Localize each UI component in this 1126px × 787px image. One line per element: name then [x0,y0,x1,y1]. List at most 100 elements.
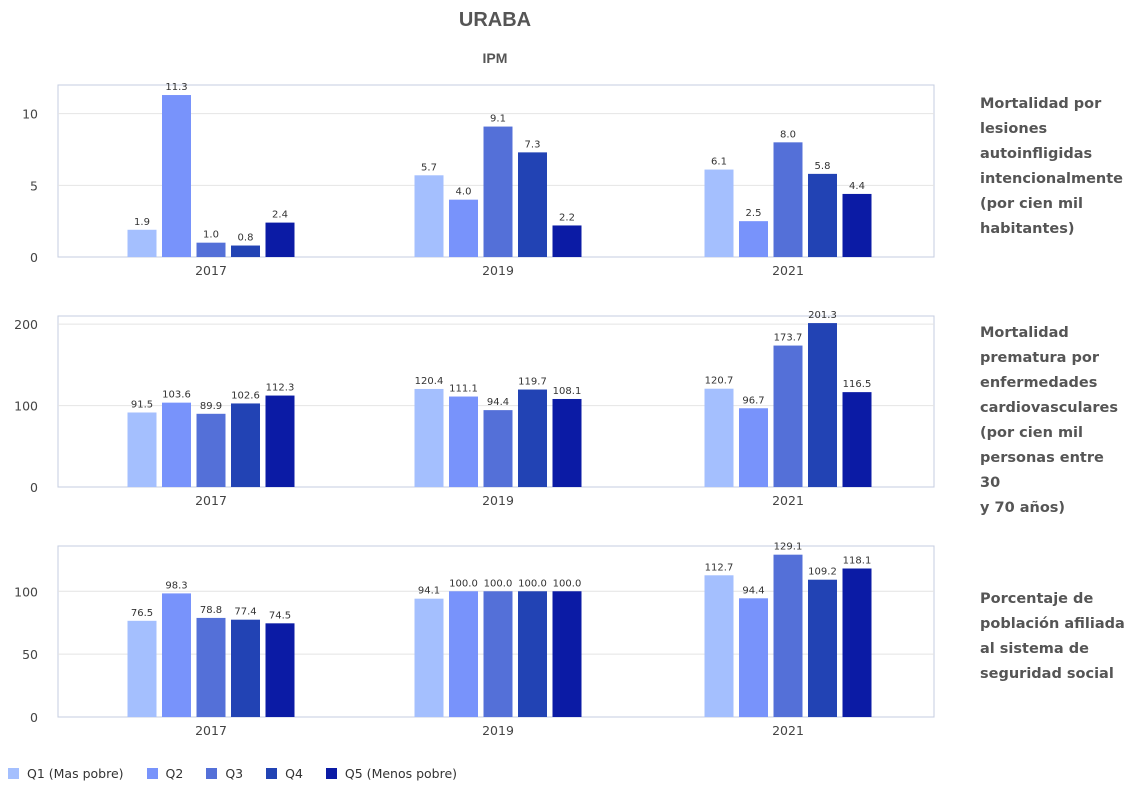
chart-2-data-label: 100.0 [553,578,582,589]
chart-2-bar [265,623,295,717]
chart-1-bar [842,392,872,487]
chart-2-bar [842,568,872,717]
chart-1-bar [196,413,226,487]
chart-2-bar [518,591,547,717]
chart-1-data-label: 96.7 [742,395,764,406]
chart-0-bar [483,126,513,257]
chart-1-data-label: 116.5 [843,379,872,390]
chart-1-ytick-label: 200 [14,317,38,332]
chart-0-data-label: 6.1 [711,157,727,168]
legend-item[interactable]: Q1 (Mas pobre) [8,766,124,781]
legend-item[interactable]: Q2 [146,766,184,781]
chart-1-bar [483,410,513,487]
chart-0-ytick-label: 10 [22,107,38,122]
chart-2-data-label: 94.1 [418,586,440,597]
chart-0-data-label: 0.8 [238,233,254,244]
chart-0-data-label: 8.0 [780,129,796,140]
side-label-line: (por cien mil [980,425,1083,441]
chart-2-data-label: 118.1 [843,556,872,567]
legend-swatch [206,768,218,779]
chart-2-bar [773,554,803,717]
legend-item[interactable]: Q3 [206,766,243,781]
chart-0-data-label: 5.8 [815,161,831,172]
legend-label: Q2 [165,766,184,781]
chart-1-ytick-label: 100 [14,399,38,414]
chart-1-ytick-label: 0 [30,480,38,495]
side-label-2: Porcentaje de población afiliada al sistem… [980,587,1126,687]
legend-label: Q4 [285,766,303,781]
chart-0-data-label: 4.0 [456,187,472,198]
side-label-1: Mortalidad prematura por enfermedades cardi… [980,321,1126,521]
legend-label: Q5 (Menos pobre) [344,766,458,781]
chart-2-ytick-label: 100 [14,584,38,599]
chart-2-bar [449,591,478,717]
chart-1-data-label: 89.9 [200,401,222,412]
chart-2-bar [231,619,260,717]
chart-0-bar [162,95,191,258]
chart-0-bar [231,245,260,257]
chart-0-data-label: 2.5 [746,208,762,219]
chart-1-data-label: 201.3 [808,310,837,321]
chart-1-bar [231,403,260,487]
chart-2-xtick-label: 2017 [195,723,227,738]
chart-1-bar [773,345,803,487]
chart-1-xtick-label: 2019 [482,493,514,508]
chart-0-bar [449,199,478,257]
chart-1-data-label: 120.7 [705,376,734,387]
chart-1-bar [162,402,191,487]
chart-2-ytick-label: 50 [22,647,38,662]
side-label-line: Mortalidad [980,325,1069,341]
chart-1-bar [704,388,734,487]
legend-swatch [266,768,278,779]
chart-2-data-label: 94.4 [742,585,764,596]
side-label-line: intencionalmente [980,171,1124,187]
chart-0-xtick-label: 2019 [482,263,514,278]
chart-2-data-label: 112.7 [705,562,734,573]
side-label-line: al sistema de [980,641,1089,657]
chart-0-data-label: 2.2 [559,212,575,223]
chart-0-data-label: 1.9 [134,217,150,228]
chart-0-xtick-label: 2021 [772,263,804,278]
chart-0-xtick-label: 2017 [195,263,227,278]
chart-0-data-label: 11.3 [165,82,187,93]
chart-2-bar [552,591,582,717]
chart-0-bar [842,193,872,257]
chart-1-bar [449,396,478,487]
chart-2-bar [127,620,157,717]
side-label-line: habitantes) [980,221,1075,237]
legend-item[interactable]: Q5 (Menos pobre) [325,766,458,781]
chart-2-data-label: 74.5 [269,610,291,621]
chart-0-bar [127,229,157,257]
chart-2-data-label: 77.4 [234,607,256,618]
chart-0-data-label: 7.3 [525,139,541,150]
side-label-line: población afiliada [980,616,1125,632]
chart-1-bar [265,395,295,487]
chart-1-data-label: 91.5 [131,399,153,410]
side-label-line: prematura por [980,350,1099,366]
side-label-line: Porcentaje de [980,591,1094,607]
chart-1-data-label: 120.4 [415,376,444,387]
chart-0-bar [773,142,803,257]
side-label-line: autoinfligidas [980,146,1093,162]
chart-1-data-label: 94.4 [487,397,509,408]
chart-2-data-label: 109.2 [808,567,837,578]
chart-0-bar [265,222,295,257]
chart-2-bar [162,593,191,717]
chart-0-bar [739,221,768,257]
chart-0-bar [518,152,547,257]
legend-swatch [8,768,19,779]
chart-0-bar [196,242,226,257]
chart-1-bar [414,388,444,487]
chart-2-xtick-label: 2021 [772,723,804,738]
chart-subtitle: IPM [482,50,508,66]
side-label-line: lesiones [980,121,1048,137]
chart-1-data-label: 173.7 [774,333,803,344]
chart-1-bar [518,389,547,487]
chart-1-data-label: 102.6 [231,390,260,401]
chart-2-data-label: 100.0 [484,578,513,589]
legend-item[interactable]: Q4 [266,766,303,781]
chart-1-bar [127,412,157,487]
chart-0-data-label: 2.4 [272,210,288,221]
side-label-line: y 70 años) [980,500,1066,516]
